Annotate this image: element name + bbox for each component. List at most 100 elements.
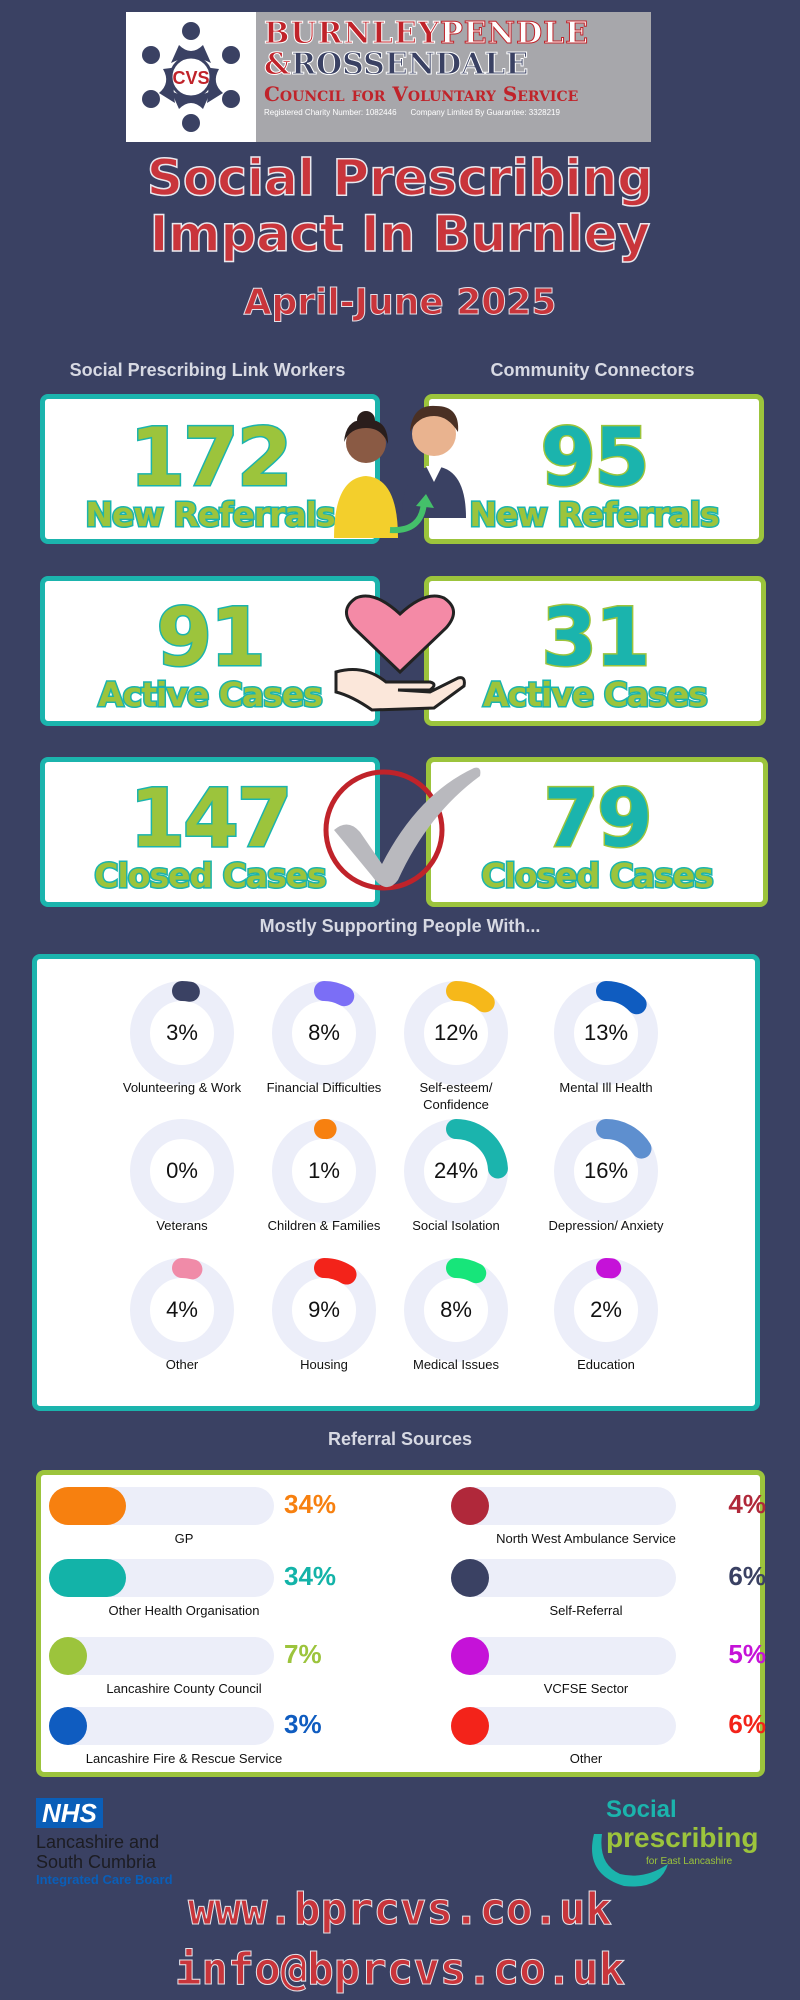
sp-line3: for East Lancashire <box>646 1856 733 1867</box>
people-icon <box>334 405 466 538</box>
bar-percent: 7% <box>284 1639 322 1669</box>
donut-arc <box>554 1258 658 1362</box>
donut-label: Children & Families <box>267 1218 381 1233</box>
donut-label: Social Isolation <box>412 1218 500 1233</box>
right-closed-card: 79 Closed Cases <box>426 757 768 907</box>
sp-hand-icon <box>592 1834 668 1887</box>
right-column-heading: Community Connectors <box>490 360 695 380</box>
bar-label: VCFSE Sector <box>543 1681 629 1696</box>
donut-label: Volunteering & Work <box>122 1080 242 1095</box>
bar-percent: 6% <box>728 1561 766 1591</box>
nhs-icb-logo: NHS Lancashire and South Cumbria Integra… <box>36 1798 206 1888</box>
nhs-badge: NHS <box>36 1798 103 1828</box>
left-column-heading: Social Prescribing Link Workers <box>69 360 346 380</box>
left-active-card: 91 Active Cases <box>40 576 380 726</box>
bar-fill <box>451 1707 489 1745</box>
period-subtitle: April-June 2025 <box>243 282 557 324</box>
donut-arc <box>130 1258 234 1362</box>
referral-panel: 34% GP 4% North West Ambulance Service 34% Ot… <box>36 1470 766 1777</box>
donut-arc <box>272 981 376 1085</box>
icb-line3: Integrated Care Board <box>36 1872 173 1887</box>
right-active-card: 31 Active Cases <box>424 576 766 726</box>
donut-track <box>130 1119 234 1223</box>
org-line1a: BURNLEY <box>263 16 441 51</box>
bar-fill <box>451 1487 489 1525</box>
donut-arc <box>554 981 658 1085</box>
social-prescribing-logo: Social prescribing for East Lancashire <box>584 1796 764 1892</box>
bar-fill <box>49 1487 126 1525</box>
left-closed-label: Closed Cases <box>93 856 329 895</box>
donut-ring <box>130 1258 234 1362</box>
bar-percent: 6% <box>728 1709 766 1739</box>
left-closed-card: 147 Closed Cases <box>40 757 380 907</box>
referral-bars: 34% GP 4% North West Ambulance Service 34% Ot… <box>41 1475 766 1772</box>
bar-label: GP <box>174 1531 194 1546</box>
bar-percent: 4% <box>728 1489 766 1519</box>
donut-label: Education <box>577 1357 635 1372</box>
bar-label: Lancashire County Council <box>106 1681 262 1696</box>
donut-value: 8% <box>308 1020 340 1045</box>
donut-arc <box>404 1258 508 1362</box>
bar-label: Other Health Organisation <box>108 1603 260 1618</box>
donut-value: 2% <box>590 1297 622 1322</box>
donut-value: 16% <box>583 1158 629 1183</box>
website-link[interactable]: www.bprcvs.co.uk <box>188 1884 613 1936</box>
donut-grid: 3% Volunteering & Work 8% Financial Difficu… <box>37 959 755 1406</box>
bar-fill <box>49 1559 126 1597</box>
supporting-heading: Mostly Supporting People With... <box>259 916 541 936</box>
email-link[interactable]: info@bprcvs.co.uk <box>174 1944 626 1996</box>
org-line1b: PENDLE <box>440 16 590 51</box>
donut-arc <box>554 1119 658 1223</box>
donut-chart: 4% <box>130 1258 234 1362</box>
right-referrals-value: 95 <box>539 411 651 504</box>
donut-chart: 2% <box>554 1258 658 1362</box>
org-logo: CVS BURNLEYPENDLE &ROSSENDALE Council fo… <box>126 12 651 142</box>
right-closed-value: 79 <box>542 772 654 865</box>
donut-value: 8% <box>440 1297 472 1322</box>
bar-percent: 3% <box>284 1709 322 1739</box>
donut-chart: 0% <box>130 1119 234 1223</box>
icb-line1: Lancashire and <box>36 1832 160 1852</box>
right-active-label: Active Cases <box>482 675 710 714</box>
donut-arc <box>130 981 234 1085</box>
donut-arc <box>272 1258 376 1362</box>
org-line2b: ROSSENDALE <box>291 47 529 82</box>
donut-ring <box>404 1258 508 1362</box>
donut-ring <box>272 1258 376 1362</box>
donut-value: 9% <box>308 1297 340 1322</box>
bar-label: Lancashire Fire & Rescue Service <box>85 1751 283 1766</box>
donut-label: Financial Difficulties <box>266 1080 382 1095</box>
left-active-label: Active Cases <box>97 675 325 714</box>
right-referrals-label: New Referrals <box>468 495 721 534</box>
right-closed-label: Closed Cases <box>480 856 716 895</box>
donut-arc <box>272 1119 376 1223</box>
page-title: Social Prescribing Impact In Burnley <box>146 149 654 263</box>
bar-percent: 34% <box>284 1489 337 1519</box>
donut-chart: 16% <box>554 1119 658 1223</box>
cvs-emblem: CVS <box>126 12 256 142</box>
donut-value: 12% <box>433 1020 479 1045</box>
org-name-block: BURNLEYPENDLE &ROSSENDALE Council for Vo… <box>256 12 651 142</box>
donut-label: Self-esteem/ Confidence <box>419 1080 493 1112</box>
bar-percent: 34% <box>284 1561 337 1591</box>
donut-label: Other <box>165 1357 199 1372</box>
referral-heading: Referral Sources <box>327 1429 473 1449</box>
donut-value: 24% <box>433 1158 479 1183</box>
donut-value: 13% <box>583 1020 629 1045</box>
bar-fill <box>49 1707 87 1745</box>
bar-label: Other <box>569 1751 603 1766</box>
supporting-panel: 3% Volunteering & Work 8% Financial Difficu… <box>32 954 760 1411</box>
bar-fill <box>49 1637 87 1675</box>
donut-chart: 1% <box>272 1119 376 1223</box>
donut-ring <box>272 981 376 1085</box>
donut-ring <box>130 981 234 1085</box>
donut-arc <box>404 981 508 1085</box>
bar-fill <box>451 1559 489 1597</box>
donut-value: 0% <box>166 1158 198 1183</box>
left-referrals-label: New Referrals <box>84 495 337 534</box>
donut-ring <box>554 1258 658 1362</box>
charity-number: Registered Charity Number: 1082446 <box>264 108 397 117</box>
bar-label: Self-Referral <box>549 1603 623 1618</box>
donut-arc <box>404 1119 508 1223</box>
donut-label: Medical Issues <box>413 1357 499 1372</box>
